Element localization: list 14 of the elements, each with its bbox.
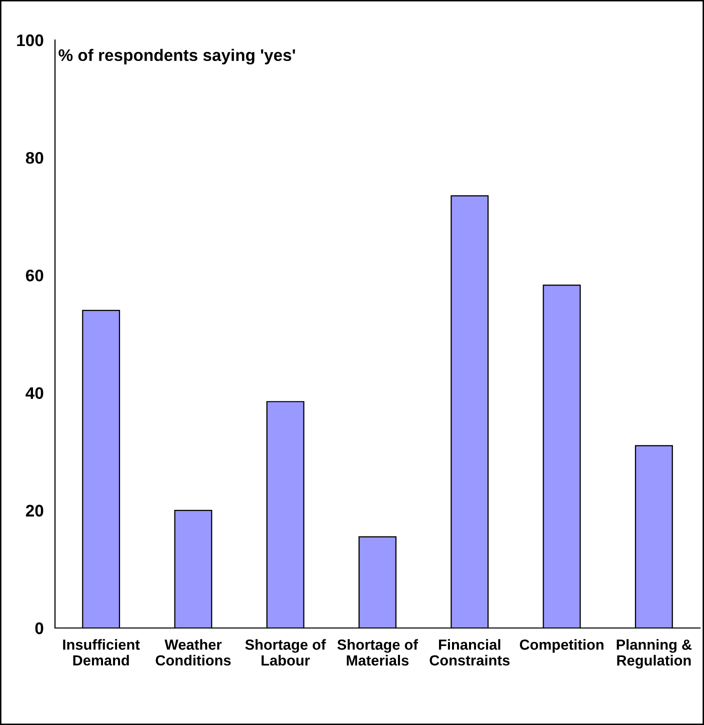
y-tick-label: 40 [26,387,44,400]
x-tick-label: Financial Constraints [430,639,510,666]
y-axis-title: % of respondents saying 'yes' [58,48,295,64]
y-tick-label: 80 [26,152,44,164]
x-tick-label: Planning & Regulation [616,639,692,669]
x-tick-label: Competition [520,639,604,653]
x-tick-label: Insufficient Demand [63,639,140,666]
x-tick-label: Weather Conditions [156,639,231,666]
y-tick-label: 0 [35,622,44,634]
y-tick-label: 20 [26,504,44,517]
x-tick-label: Shortage of Materials [337,639,418,666]
y-tick-label: 100 [17,34,44,46]
x-tick-label: Shortage of Labour [245,639,326,666]
y-tick-label: 60 [26,270,44,282]
